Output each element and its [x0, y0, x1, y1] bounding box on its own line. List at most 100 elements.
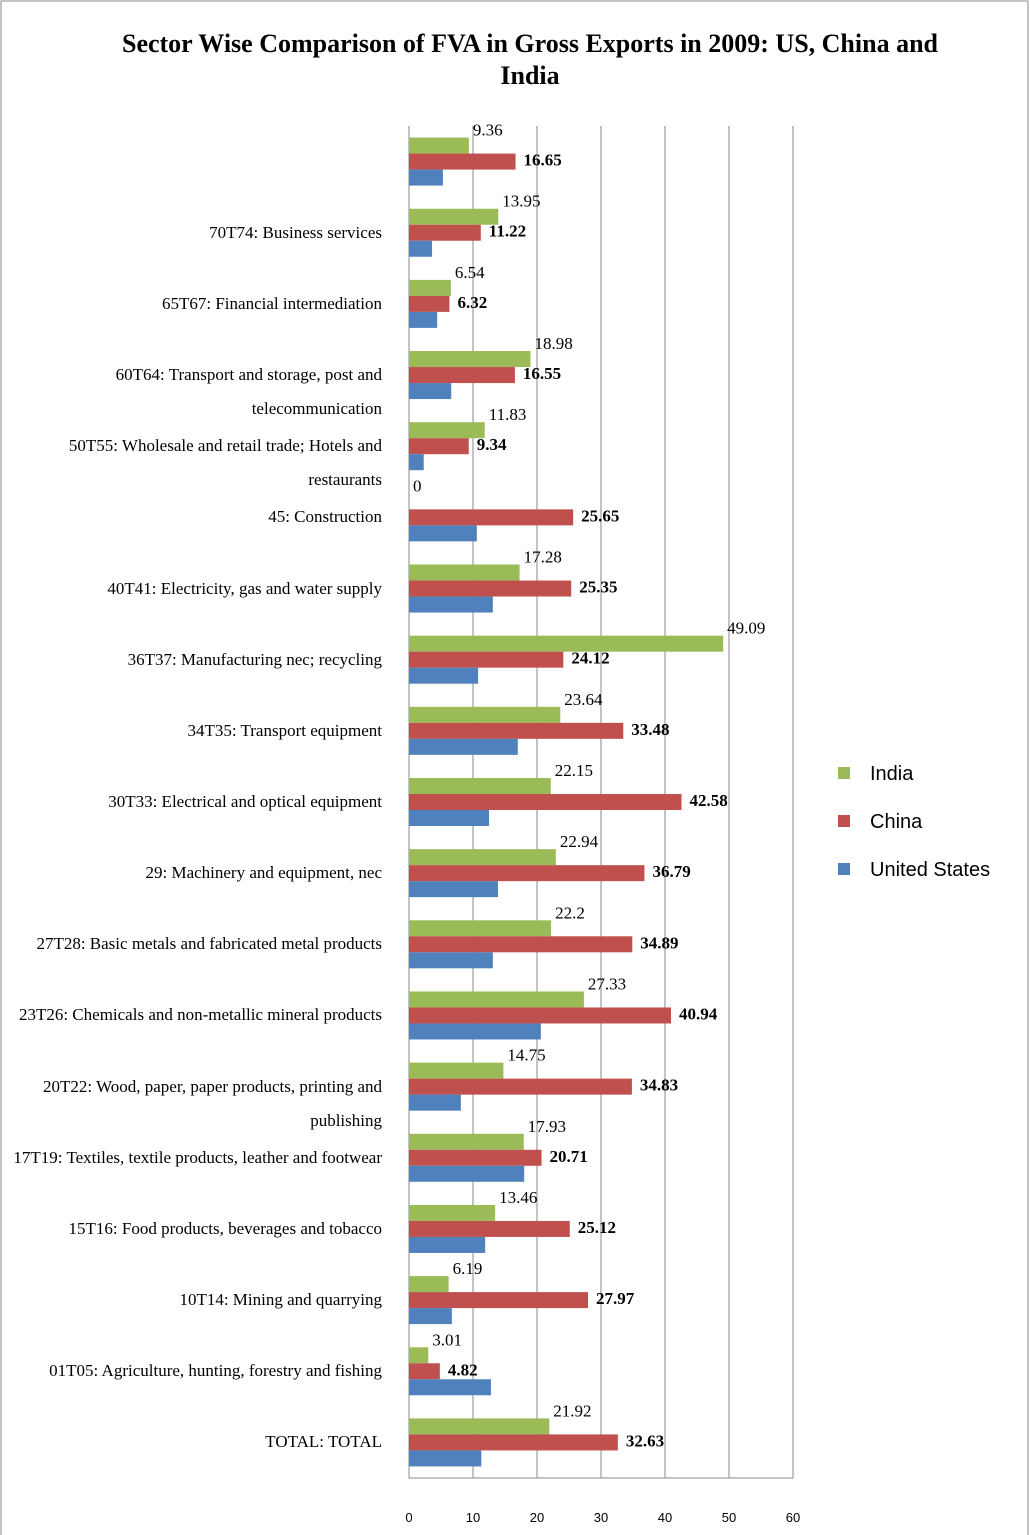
bar	[409, 651, 564, 668]
bar	[409, 224, 481, 241]
bar	[409, 1276, 449, 1293]
bar	[409, 1418, 550, 1435]
y-tick-label: 50T55: Wholesale and retail trade; Hotel…	[68, 436, 382, 490]
y-tick-label: 23T26: Chemicals and non-metallic minera…	[18, 1005, 382, 1025]
bar	[409, 1379, 491, 1396]
data-label: 6.19	[453, 1259, 483, 1278]
data-label: 22.15	[555, 761, 593, 780]
data-label: 13.95	[502, 192, 540, 211]
data-label: 34.83	[640, 1076, 678, 1095]
bar	[409, 1292, 589, 1309]
bar	[409, 596, 493, 613]
y-tick-label: 15T16: Food products, beverages and toba…	[68, 1218, 382, 1238]
data-label: 16.65	[524, 151, 562, 170]
bar	[409, 208, 499, 225]
bar	[409, 509, 574, 526]
data-label: 4.82	[448, 1360, 478, 1379]
data-label: 9.34	[477, 435, 507, 454]
bar	[409, 1007, 672, 1024]
legend-label: United States	[870, 859, 990, 881]
bar	[409, 706, 561, 723]
data-label: 22.94	[560, 832, 599, 851]
data-label: 6.32	[457, 293, 487, 312]
data-label: 40.94	[679, 1004, 718, 1023]
bar	[409, 849, 556, 866]
bar	[409, 580, 572, 597]
y-tick-label: 40T41: Electricity, gas and water supply	[107, 578, 382, 598]
legend-swatch	[838, 863, 850, 875]
legend-label: India	[870, 763, 914, 785]
x-tick-label: 30	[594, 1510, 608, 1525]
bar	[409, 722, 624, 739]
bar	[409, 311, 438, 328]
data-label: 23.64	[564, 690, 603, 709]
data-label: 36.79	[652, 862, 690, 881]
data-label: 22.2	[555, 903, 585, 922]
y-tick-label: 34T35: Transport equipment	[187, 720, 382, 740]
bar	[409, 351, 531, 368]
data-label: 27.97	[596, 1289, 635, 1308]
y-tick-label: 45: Construction	[268, 507, 382, 527]
bar	[409, 1078, 632, 1095]
bar	[409, 422, 485, 439]
bar	[409, 564, 520, 581]
y-tick-label: 60T64: Transport and storage, post and t…	[115, 365, 382, 419]
y-tick-label: 65T67: Financial intermediation	[161, 293, 382, 313]
data-label: 6.54	[455, 263, 485, 282]
x-tick-label: 10	[466, 1510, 480, 1525]
bar	[409, 1094, 461, 1111]
bar	[409, 1220, 570, 1237]
bar	[409, 438, 469, 455]
data-label: 3.01	[432, 1330, 462, 1349]
y-tick-label: TOTAL: TOTAL	[265, 1432, 382, 1452]
bar	[409, 991, 584, 1008]
y-tick-label: 17T19: Textiles, textile products, leath…	[13, 1147, 382, 1167]
data-label: 16.55	[523, 364, 561, 383]
data-label: 49.09	[727, 619, 765, 638]
data-label: 34.89	[640, 933, 678, 952]
legend-swatch	[838, 815, 850, 827]
data-label: 20.71	[550, 1147, 588, 1166]
data-label: 24.12	[571, 649, 609, 668]
chart-title: Sector Wise Comparison of FVA in Gross E…	[121, 29, 938, 90]
bar	[409, 1450, 482, 1467]
bar	[409, 137, 469, 154]
data-label: 11.22	[489, 222, 526, 241]
bar	[409, 367, 515, 384]
y-tick-label: 10T14: Mining and quarrying	[179, 1290, 382, 1310]
data-label: 33.48	[631, 720, 669, 739]
data-label: 11.83	[489, 405, 527, 424]
y-tick-label: 36T37: Manufacturing nec; recycling	[127, 649, 382, 669]
bar	[409, 169, 443, 186]
bar	[409, 525, 477, 542]
data-label: 9.36	[473, 121, 503, 140]
bar	[409, 1363, 440, 1380]
bar	[409, 952, 493, 969]
bar	[409, 1434, 618, 1451]
data-label: 25.65	[581, 506, 619, 525]
data-label: 13.46	[499, 1188, 537, 1207]
data-label: 14.75	[507, 1046, 545, 1065]
y-tick-label: 30T33: Electrical and optical equipment	[108, 792, 382, 811]
bar	[409, 295, 450, 312]
y-tick-label: 27T28: Basic metals and fabricated metal…	[36, 934, 382, 954]
y-tick-label: 20T22: Wood, paper, paper products, prin…	[43, 1076, 382, 1130]
x-tick-label: 0	[405, 1510, 412, 1525]
bar	[409, 1204, 496, 1221]
data-label: 42.58	[690, 791, 728, 810]
data-label: 27.33	[588, 974, 626, 993]
bar	[409, 635, 724, 652]
bar	[409, 1062, 504, 1079]
x-tick-label: 60	[786, 1510, 800, 1525]
bar	[409, 1347, 429, 1364]
y-tick-label: 70T74: Business services	[209, 222, 382, 242]
bar	[409, 1149, 542, 1166]
y-tick-label: 01T05: Agriculture, hunting, forestry an…	[49, 1361, 382, 1381]
bar	[409, 778, 551, 794]
bar	[409, 810, 489, 826]
bar	[409, 1308, 452, 1325]
bar	[409, 865, 645, 882]
data-label: 21.92	[553, 1401, 591, 1420]
